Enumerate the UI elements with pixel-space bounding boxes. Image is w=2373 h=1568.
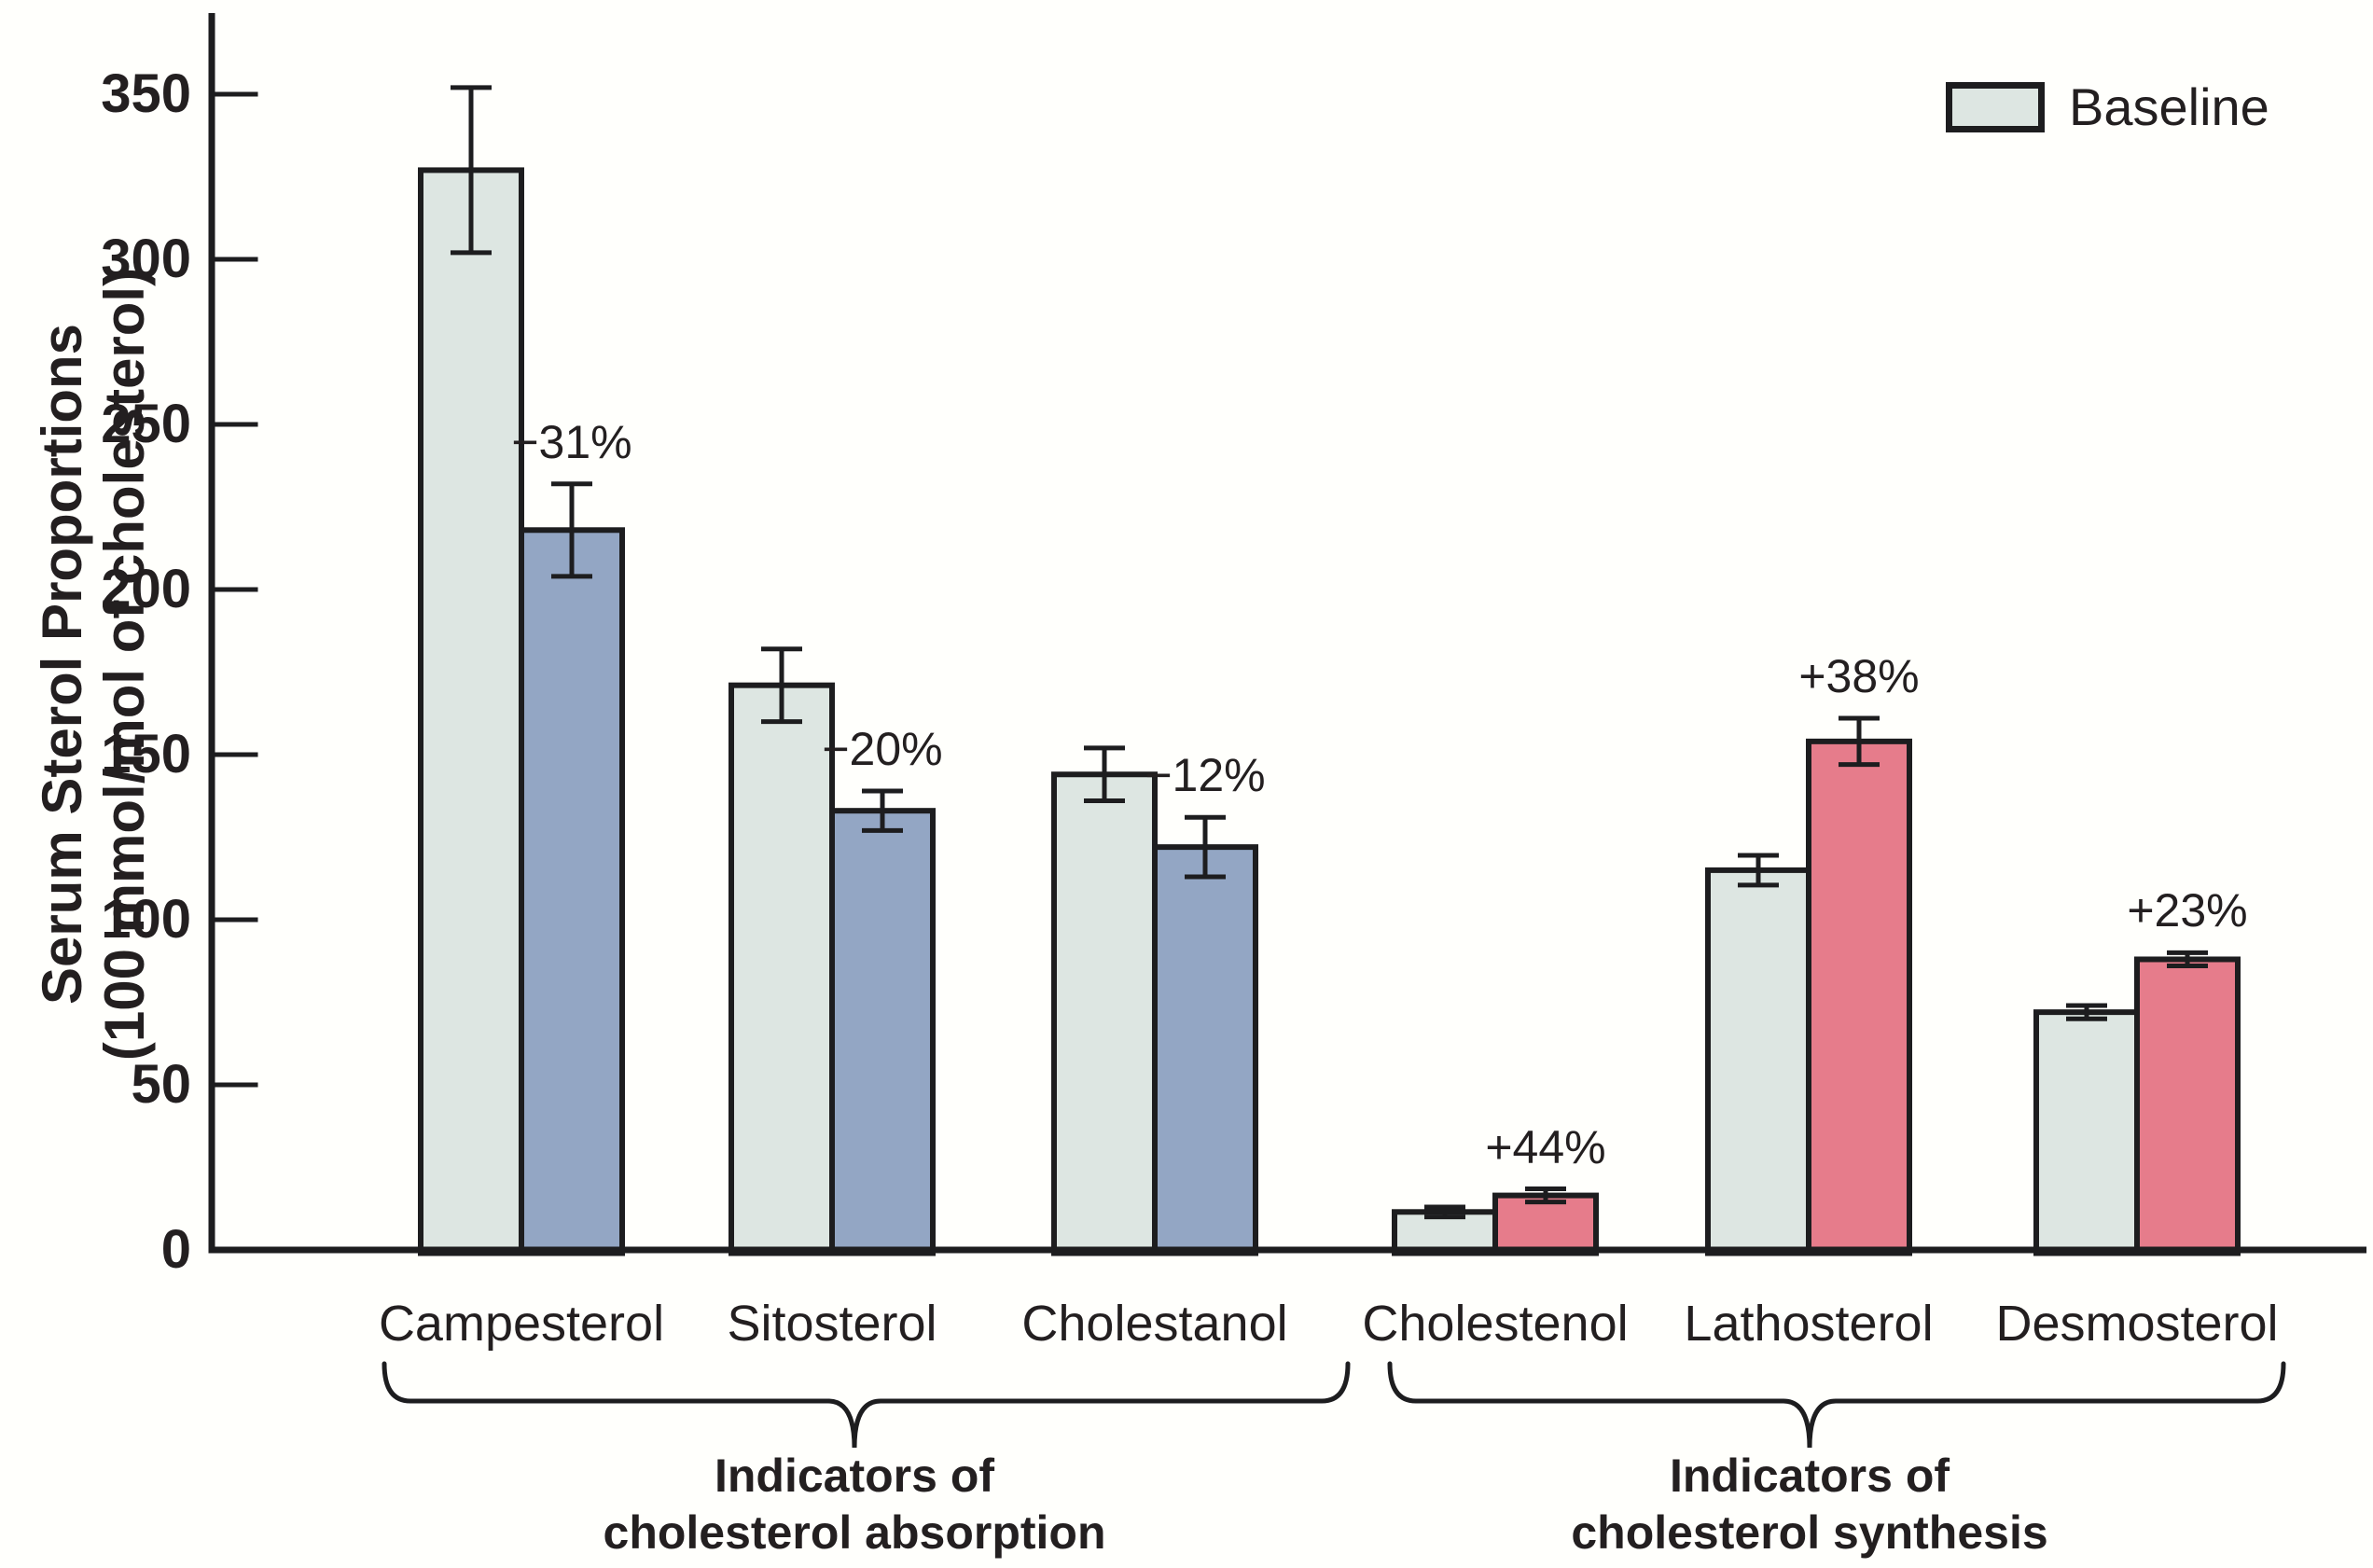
bar-treatment-desmosterol — [2134, 956, 2241, 1256]
y-tick-label-200: 200 — [101, 559, 191, 619]
y-tick-label-250: 250 — [101, 394, 191, 454]
brace-synthesis — [1387, 1361, 2286, 1449]
bar-baseline-sitosterol — [729, 682, 835, 1256]
error-bar-baseline-cholestenol — [1424, 1204, 1465, 1220]
error-bar-baseline-campesterol — [451, 85, 492, 256]
group-label-synthesis-line2: cholesterol synthesis — [1571, 1506, 2048, 1559]
y-tick-label-50: 50 — [131, 1054, 191, 1115]
error-bar-treatment-cholestanol — [1185, 814, 1226, 880]
category-label-cholestenol: Cholestenol — [1362, 1296, 1629, 1352]
percent-change-label-cholestenol: +44% — [1485, 1120, 1606, 1173]
legend-swatch — [1946, 82, 2045, 132]
bar-treatment-campesterol — [519, 527, 625, 1256]
legend-label: Baseline — [2069, 77, 2269, 136]
error-bar-baseline-cholestanol — [1084, 745, 1125, 804]
error-bar-treatment-lathosterol — [1839, 715, 1880, 768]
y-tick-label-150: 150 — [101, 724, 191, 784]
category-label-sitosterol: Sitosterol — [727, 1296, 937, 1352]
error-bar-treatment-desmosterol — [2167, 950, 2208, 969]
y-tick-label-100: 100 — [101, 889, 191, 950]
bar-baseline-desmosterol — [2033, 1009, 2140, 1256]
category-label-desmosterol: Desmosterol — [1995, 1296, 2279, 1352]
group-label-synthesis: Indicators of cholesterol synthesis — [1571, 1448, 2047, 1561]
error-bar-treatment-cholestenol — [1525, 1186, 1566, 1205]
group-label-synthesis-line1: Indicators of — [1669, 1450, 1950, 1502]
category-label-lathosterol: Lathosterol — [1684, 1296, 1934, 1352]
bar-treatment-sitosterol — [829, 808, 936, 1256]
percent-change-label-cholestanol: −12% — [1145, 749, 1266, 802]
bar-treatment-cholestanol — [1152, 844, 1258, 1256]
error-bar-treatment-sitosterol — [862, 788, 903, 833]
error-bar-baseline-lathosterol — [1738, 853, 1779, 888]
bar-baseline-campesterol — [418, 167, 524, 1256]
bar-baseline-cholestanol — [1051, 771, 1158, 1256]
error-bar-baseline-sitosterol — [761, 646, 802, 725]
group-label-absorption-line1: Indicators of — [714, 1450, 995, 1502]
y-tick-label-0: 0 — [160, 1219, 191, 1280]
bar-treatment-lathosterol — [1806, 738, 1912, 1256]
error-bar-treatment-campesterol — [551, 481, 592, 579]
error-bar-baseline-desmosterol — [2066, 1003, 2107, 1021]
category-label-campesterol: Campesterol — [378, 1296, 665, 1352]
group-label-absorption: Indicators of cholesterol absorption — [604, 1448, 1106, 1561]
y-tick-label-350: 350 — [101, 63, 191, 124]
percent-change-label-sitosterol: −20% — [822, 722, 943, 775]
y-tick-label-300: 300 — [101, 229, 191, 289]
bar-baseline-lathosterol — [1705, 867, 1811, 1256]
percent-change-label-lathosterol: +38% — [1798, 650, 1920, 703]
brace-absorption — [382, 1361, 1351, 1449]
percent-change-label-desmosterol: +23% — [2127, 884, 2248, 937]
category-label-cholestanol: Cholestanol — [1021, 1296, 1288, 1352]
group-label-absorption-line2: cholesterol absorption — [603, 1506, 1106, 1559]
percent-change-label-campesterol: −31% — [511, 415, 632, 468]
bar-treatment-cholestenol — [1492, 1192, 1599, 1256]
